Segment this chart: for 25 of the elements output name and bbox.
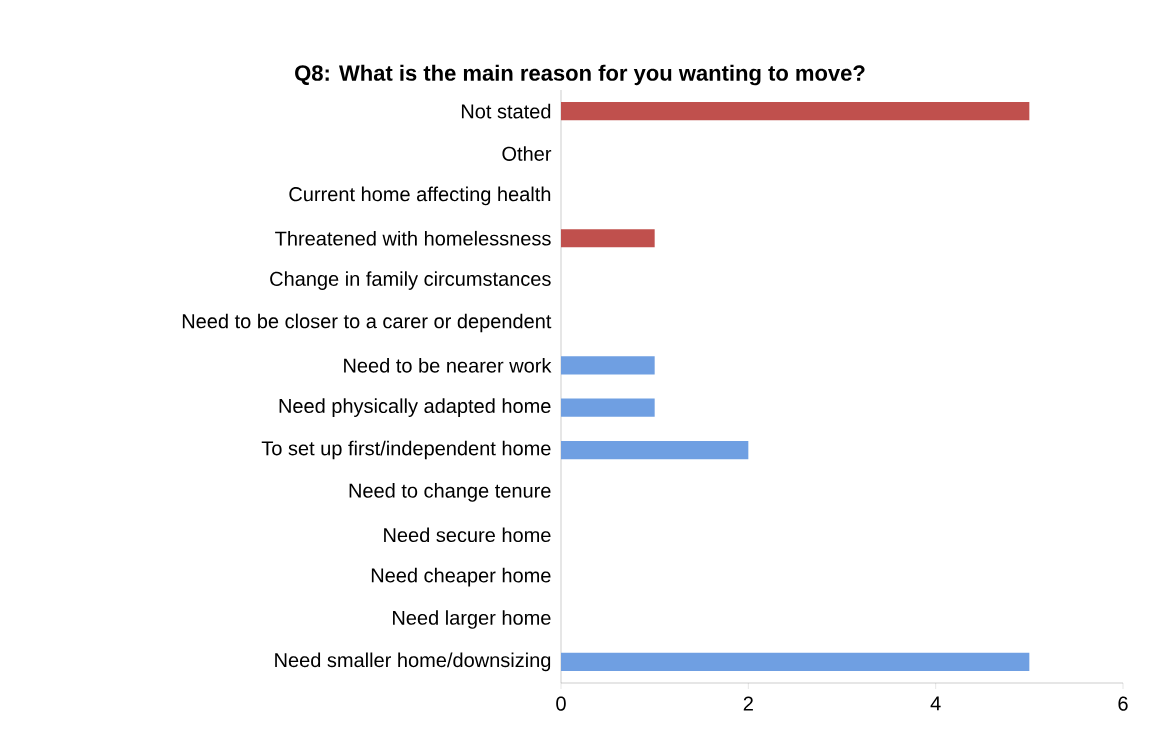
x-tick-label: 4 — [930, 696, 941, 711]
y-tick-label: Need larger home — [393, 610, 551, 629]
y-tick-label: Threatened with homelessness — [275, 230, 551, 246]
y-tick-label: Need to change tenure — [349, 483, 551, 502]
y-tick-label: Need cheaper home — [371, 567, 551, 587]
x-tick-label: 2 — [743, 696, 753, 711]
y-tick-label: Other — [502, 146, 552, 161]
bar — [561, 440, 749, 460]
bar — [561, 652, 1030, 671]
y-tick-label: Change in family circumstances — [270, 271, 551, 290]
y-tick-label: Current home affecting health — [289, 186, 551, 206]
chart-title: Q8: What is the main reason for you wanting to move? — [295, 64, 865, 86]
x-tick-label: 0 — [556, 696, 566, 711]
bar — [561, 398, 655, 417]
y-tick-label: Not stated — [461, 103, 551, 119]
y-tick-label: Need smaller home/downsizing — [275, 652, 551, 672]
bar — [561, 102, 1030, 121]
y-tick-label: Need to be closer to a carer or dependent — [182, 313, 552, 333]
y-tick-label: Need physically adapted home — [279, 398, 551, 418]
bar — [561, 356, 655, 375]
y-tick-label: Need secure home — [384, 527, 551, 543]
x-tick-label: 6 — [1118, 696, 1128, 711]
bar — [561, 229, 655, 248]
y-tick-label: Need to be nearer work — [344, 357, 552, 373]
y-tick-label: To set up first/independent home — [261, 440, 551, 460]
